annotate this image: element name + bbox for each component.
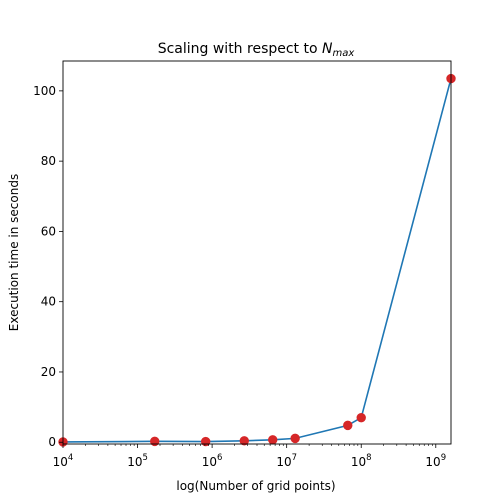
series-layer [58,73,456,447]
data-point-7 [356,412,366,423]
x-tick-label-0: 104 [53,453,74,469]
y-axis-label: Execution time in seconds [7,174,21,331]
y-tick-label-1: 20 [41,365,56,379]
chart-title-symbol: N [322,41,333,57]
plot-frame [62,60,452,445]
chart-title: Scaling with respect to Nmax [158,41,355,59]
x-axis-label: log(Number of grid points) [176,479,335,493]
data-point-1 [150,436,160,447]
data-point-3 [239,436,249,446]
x-tick-label-2: 106 [202,453,223,469]
x-tick-label-5: 109 [425,453,446,469]
plot-area [58,60,456,447]
x-tick-label-1: 105 [127,453,148,469]
y-tick-label-2: 40 [41,295,56,309]
y-tick-label-0: 0 [48,435,56,449]
series-line-0 [62,78,452,443]
x-tick-label-4: 108 [351,453,372,469]
y-tick-label-5: 100 [33,84,56,98]
chart-title-subscript: max [333,48,355,59]
y-tick-label-3: 60 [41,224,56,238]
y-axis: 0 20 40 60 80 100 [33,84,63,449]
x-tick-label-3: 107 [276,453,297,469]
data-point-6 [343,420,353,431]
data-point-5 [290,433,300,444]
data-point-4 [268,435,278,445]
y-tick-label-4: 80 [41,154,56,168]
chart-title-prefix: Scaling with respect to [158,41,322,57]
x-axis: 104 105 106 107 108 109 [53,444,446,469]
